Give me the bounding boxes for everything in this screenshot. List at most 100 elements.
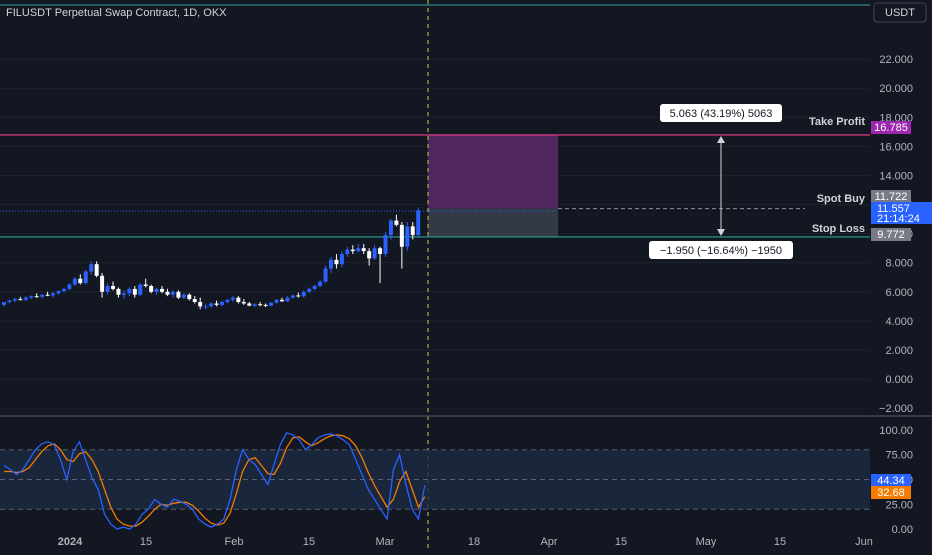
price-tick-label: 6.000	[885, 287, 913, 299]
candle-body	[23, 297, 28, 300]
stoch-k-badge: 44.34	[871, 474, 911, 487]
candle	[290, 294, 295, 300]
candle-body	[334, 259, 339, 265]
time-axis[interactable]: 2024 15 Feb 15 Mar 18 Apr 15 May 15 Jun	[58, 536, 873, 548]
candle	[225, 299, 230, 304]
candle-body	[203, 306, 208, 308]
candle-body	[165, 291, 170, 295]
take-profit-badge: 16.785	[871, 121, 911, 134]
candle	[367, 248, 372, 266]
currency-button[interactable]: USDT	[873, 2, 927, 23]
candle-body	[274, 299, 279, 303]
candle-body	[89, 264, 94, 272]
candle-body	[29, 296, 34, 298]
candle	[100, 272, 105, 298]
candle	[247, 302, 252, 307]
candle	[209, 302, 214, 308]
candle-body	[127, 288, 132, 294]
candle-body	[187, 294, 192, 300]
candle-body	[67, 284, 72, 289]
candle	[252, 303, 257, 308]
candle-body	[2, 302, 6, 305]
candle	[350, 245, 355, 254]
candle	[378, 246, 383, 284]
candle-body	[383, 235, 388, 254]
candle-body	[111, 286, 115, 289]
candle	[127, 287, 132, 297]
price-tick-label: −2.000	[879, 403, 913, 415]
candle-body	[339, 254, 344, 265]
candle-body	[241, 302, 246, 304]
candle	[192, 296, 197, 304]
candle	[296, 292, 301, 298]
time-tick-label: Jun	[855, 536, 873, 548]
candle	[132, 286, 137, 298]
profit-zone[interactable]	[428, 134, 558, 209]
stochastic-d-line	[4, 434, 426, 527]
candle-body	[416, 210, 421, 236]
candle	[176, 290, 181, 300]
candle	[307, 287, 312, 294]
candle	[230, 296, 235, 302]
candle-body	[356, 248, 361, 252]
candle-body	[372, 248, 377, 259]
loss-callout[interactable]: −1.950 (−16.64%) −1950	[649, 241, 793, 259]
candle-body	[94, 264, 99, 276]
stochastic-k-line	[3, 432, 426, 530]
current-price-badge: 11.557 21:14:24	[871, 202, 932, 225]
candle	[329, 256, 333, 273]
candle	[258, 302, 263, 307]
candle	[181, 293, 186, 300]
candle	[121, 290, 126, 300]
symbol-title[interactable]: FILUSDT Perpetual Swap Contract, 1D, OKX	[6, 7, 227, 19]
svg-text:32.68: 32.68	[877, 487, 905, 499]
candle-body	[61, 288, 66, 292]
candle-body	[296, 295, 301, 297]
profit-callout[interactable]: 5.063 (43.19%) 5063	[660, 104, 782, 122]
loss-zone[interactable]	[428, 208, 558, 237]
candle-body	[51, 293, 56, 296]
candle-body	[361, 248, 366, 252]
candle-body	[78, 278, 83, 284]
candle	[416, 207, 421, 237]
candle-body	[176, 291, 181, 298]
candle	[29, 295, 34, 300]
candle	[89, 261, 94, 275]
stop-loss-badge: 9.772	[871, 228, 911, 241]
candle	[138, 283, 143, 297]
candle-body	[279, 299, 284, 302]
candle	[12, 297, 17, 302]
svg-text:11.722: 11.722	[875, 191, 908, 203]
candle	[345, 246, 350, 257]
profit-callout-text: 5.063 (43.19%) 5063	[670, 108, 773, 120]
loss-callout-text: −1.950 (−16.64%) −1950	[660, 245, 782, 257]
candle-body	[56, 291, 61, 294]
candle	[220, 300, 224, 307]
candle	[372, 245, 377, 260]
candle	[160, 286, 165, 294]
price-tick-label: 8.000	[885, 258, 913, 270]
candle	[78, 274, 83, 285]
candle-body	[329, 259, 333, 269]
candle-body	[301, 291, 306, 297]
take-profit-label: Take Profit	[809, 116, 865, 128]
candle	[394, 214, 399, 227]
candle-body	[236, 297, 241, 302]
candle-body	[209, 303, 214, 307]
arrow-up-icon	[717, 135, 725, 143]
candle-body	[83, 271, 88, 284]
time-tick-label: May	[696, 536, 717, 548]
candle	[279, 297, 284, 302]
candle-body	[105, 286, 110, 292]
candles	[2, 207, 421, 310]
candle	[339, 251, 344, 268]
candle-body	[100, 275, 105, 292]
candle-body	[252, 304, 257, 306]
measure-arrow[interactable]	[717, 135, 725, 236]
stop-loss-label: Stop Loss	[812, 223, 865, 235]
candle	[214, 300, 219, 307]
stochastic-tick-label: 0.00	[892, 524, 913, 536]
candle	[285, 296, 290, 302]
candle	[34, 293, 39, 298]
